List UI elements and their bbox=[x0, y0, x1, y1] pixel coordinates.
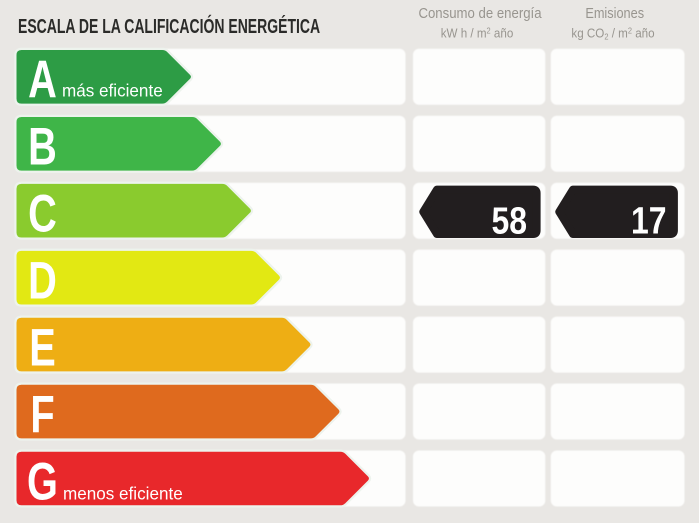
svg-text:C: C bbox=[28, 184, 57, 243]
svg-text:ESCALA DE LA CALIFICACIÓN ENER: ESCALA DE LA CALIFICACIÓN ENERGÉTICA bbox=[18, 14, 320, 37]
svg-text:Emisiones: Emisiones bbox=[585, 4, 644, 21]
svg-text:E: E bbox=[29, 318, 56, 377]
svg-text:F: F bbox=[30, 385, 54, 444]
svg-text:A: A bbox=[28, 50, 57, 109]
svg-text:kW h / m2 año: kW h / m2 año bbox=[441, 26, 514, 40]
svg-text:G: G bbox=[27, 452, 58, 511]
svg-text:D: D bbox=[28, 251, 57, 310]
svg-text:más eficiente: más eficiente bbox=[62, 80, 163, 101]
svg-text:menos eficiente: menos eficiente bbox=[63, 483, 183, 504]
svg-text:Consumo de energía: Consumo de energía bbox=[418, 4, 541, 21]
svg-text:kg CO2 / m2 año: kg CO2 / m2 año bbox=[571, 26, 654, 41]
svg-text:B: B bbox=[28, 117, 57, 176]
svg-text:58: 58 bbox=[491, 200, 527, 242]
svg-text:17: 17 bbox=[631, 200, 667, 242]
